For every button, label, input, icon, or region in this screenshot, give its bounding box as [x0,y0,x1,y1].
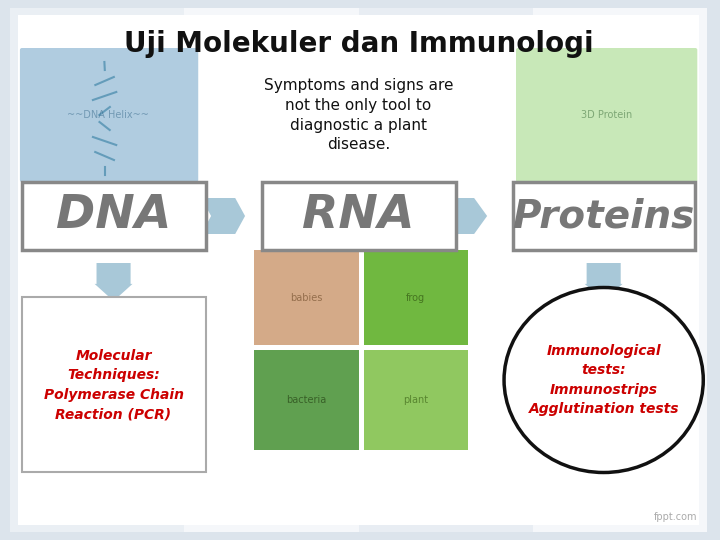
FancyBboxPatch shape [20,48,198,182]
FancyBboxPatch shape [10,8,707,532]
FancyBboxPatch shape [533,8,707,532]
Text: Uji Molekuler dan Immunologi: Uji Molekuler dan Immunologi [124,30,593,58]
Text: Proteins: Proteins [513,197,695,235]
FancyBboxPatch shape [22,182,206,250]
FancyBboxPatch shape [359,8,533,532]
FancyBboxPatch shape [364,250,468,345]
Text: DNA: DNA [56,193,171,239]
FancyBboxPatch shape [516,48,697,182]
FancyBboxPatch shape [18,15,699,525]
Text: ~~DNA Helix~~: ~~DNA Helix~~ [67,110,148,120]
FancyBboxPatch shape [254,350,359,450]
Polygon shape [585,263,623,301]
FancyBboxPatch shape [364,350,468,450]
Text: bacteria: bacteria [286,395,326,405]
FancyBboxPatch shape [22,297,206,472]
FancyBboxPatch shape [184,8,359,532]
Text: RNA: RNA [302,193,415,239]
Text: Immunological
tests:
Immunostrips
Agglutination tests: Immunological tests: Immunostrips Agglut… [528,344,679,416]
FancyBboxPatch shape [513,182,696,250]
Text: fppt.com: fppt.com [654,512,697,522]
FancyBboxPatch shape [254,250,359,345]
Text: Molecular
Techniques:
Polymerase Chain
Reaction (PCR): Molecular Techniques: Polymerase Chain R… [44,349,184,421]
Text: plant: plant [402,395,428,405]
Polygon shape [94,263,132,301]
FancyBboxPatch shape [262,182,456,250]
Ellipse shape [504,287,703,472]
FancyBboxPatch shape [10,8,184,532]
Polygon shape [201,198,245,234]
Text: babies: babies [289,293,322,303]
Text: Symptoms and signs are
not the only tool to
diagnostic a plant
disease.: Symptoms and signs are not the only tool… [264,78,454,152]
Polygon shape [429,198,487,234]
Text: 3D Protein: 3D Protein [581,110,632,120]
Text: frog: frog [406,293,425,303]
